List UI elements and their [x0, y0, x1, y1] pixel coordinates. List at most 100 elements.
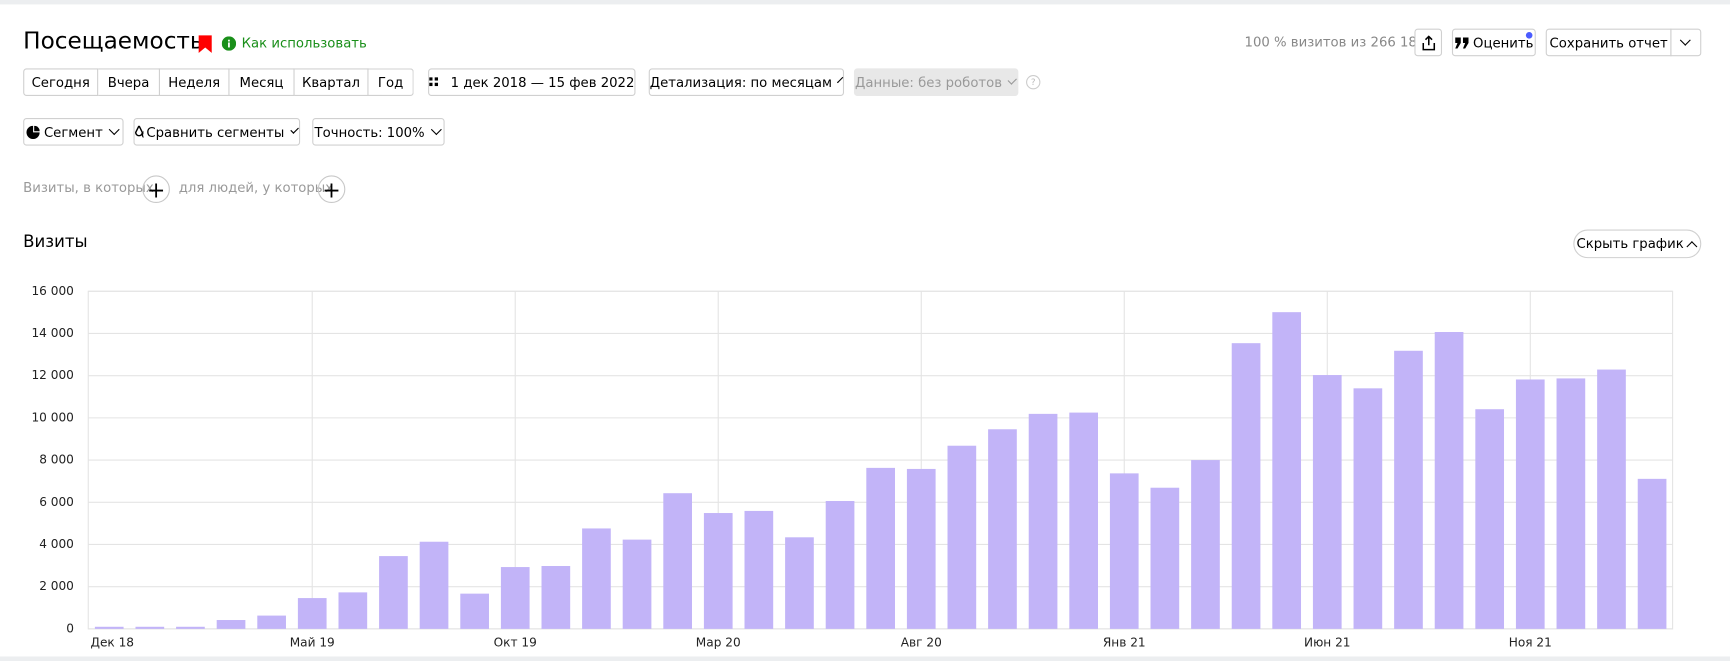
- data-filter-button: Данные: без роботов: [853, 68, 1019, 96]
- rate-label: Оценить: [1473, 34, 1534, 51]
- bar: [906, 468, 936, 629]
- chevron: [1007, 75, 1017, 85]
- bar: [582, 528, 611, 629]
- rate-button[interactable]: Оценить: [1451, 28, 1536, 57]
- y-tick-label: 2 000: [39, 579, 74, 593]
- bar: [1028, 413, 1058, 629]
- bar: [460, 593, 489, 629]
- notification-dot: [1525, 31, 1533, 39]
- data-filter-label: Данные: без роботов: [855, 74, 1003, 90]
- bar: [216, 620, 246, 629]
- bar: [785, 537, 814, 629]
- bar: [1069, 412, 1099, 629]
- bar: [622, 539, 652, 629]
- share-icon: [1421, 34, 1435, 50]
- bar: [500, 567, 530, 629]
- x-tick-label: Янв 21: [1103, 636, 1146, 650]
- segment-label: Сегмент: [43, 124, 103, 140]
- compare-icon: [134, 125, 144, 138]
- chevron: [289, 125, 299, 135]
- bar: [1272, 312, 1302, 629]
- x-tick-label: Окт 19: [494, 636, 537, 650]
- calendar-icon: [429, 76, 441, 86]
- y-tick-label: 10 000: [31, 410, 73, 424]
- y-tick-label: 4 000: [39, 537, 74, 551]
- period-button[interactable]: Квартал: [294, 68, 369, 96]
- chevron: [837, 76, 844, 84]
- bar: [419, 541, 449, 629]
- bar: [1637, 478, 1667, 629]
- bar: [947, 445, 977, 629]
- visits-filter-label: Визиты, в которых: [23, 179, 154, 196]
- share-button[interactable]: [1414, 28, 1443, 57]
- pie-icon: [26, 125, 40, 139]
- x-tick-label: Авг 20: [901, 636, 942, 650]
- x-tick-label: Мар 20: [696, 636, 741, 650]
- bar: [541, 566, 571, 629]
- period-button[interactable]: Неделя: [159, 68, 230, 96]
- page-title: Посещаемость: [23, 27, 204, 55]
- bar: [1150, 487, 1180, 629]
- y-tick-label: 14 000: [31, 326, 73, 340]
- bar: [1231, 343, 1261, 629]
- add-people-filter[interactable]: +: [317, 175, 346, 204]
- detail-button[interactable]: Детализация: по месяцам: [648, 68, 845, 96]
- help-link[interactable]: Как использовать: [241, 35, 367, 51]
- bar: [1556, 378, 1586, 629]
- period-button[interactable]: Год: [368, 68, 414, 96]
- bar: [744, 510, 774, 629]
- bar: [338, 592, 368, 629]
- help-icon[interactable]: ?: [1026, 75, 1041, 90]
- bar: [257, 615, 286, 629]
- bar: [1434, 331, 1464, 629]
- bar: [1109, 473, 1139, 629]
- add-visits-filter[interactable]: +: [142, 175, 170, 204]
- compare-label: Сравнить сегменты: [146, 124, 285, 140]
- hide-chart-label: Скрыть график: [1576, 236, 1684, 252]
- chevron: [1679, 34, 1691, 46]
- save-button[interactable]: Сохранить отчет: [1545, 28, 1672, 57]
- compare-button[interactable]: Сравнить сегменты: [133, 118, 301, 146]
- date-range-button[interactable]: 1 дек 2018 — 15 фев 2022: [428, 68, 636, 96]
- y-tick-label: 6 000: [39, 495, 74, 509]
- period-button[interactable]: Вчера: [98, 68, 160, 96]
- period-button[interactable]: Месяц: [229, 68, 295, 96]
- chevron: [430, 124, 442, 136]
- bar: [1597, 369, 1626, 629]
- bar: [1394, 350, 1423, 629]
- chevron: [1686, 240, 1698, 252]
- chart: 0 2 000 4 000 6 000 8 000 10 000 12 000 14 000 1…: [31, 284, 1674, 650]
- segment-button[interactable]: Сегмент: [23, 118, 124, 146]
- period-button[interactable]: Сегодня: [23, 68, 99, 96]
- bar: [988, 429, 1017, 629]
- bar: [703, 513, 733, 629]
- x-tick-label: Июн 21: [1304, 636, 1351, 650]
- y-tick-label: 12 000: [31, 368, 73, 382]
- bar: [379, 556, 408, 629]
- bookmark-icon[interactable]: [198, 35, 212, 53]
- y-tick-label: 8 000: [39, 453, 74, 467]
- bar: [866, 467, 895, 629]
- bar: [176, 626, 205, 629]
- save-menu-button[interactable]: [1670, 28, 1702, 57]
- x-tick-label: Дек 18: [90, 636, 134, 650]
- bar: [1312, 375, 1342, 629]
- rate-icon: [1455, 36, 1469, 48]
- detail-label: Детализация: по месяцам: [649, 74, 832, 90]
- bar: [825, 501, 855, 629]
- hide-chart-button[interactable]: Скрыть график: [1573, 229, 1702, 259]
- people-filter-label: для людей, у которых: [178, 179, 334, 196]
- bar: [1191, 460, 1220, 629]
- bar: [135, 626, 165, 629]
- accuracy-label: Точность: 100%: [314, 124, 425, 140]
- y-tick-label: 0: [66, 621, 74, 635]
- accuracy-button[interactable]: Точность: 100%: [312, 118, 445, 146]
- date-range: 1 дек 2018 — 15 фев 2022: [450, 74, 635, 90]
- bar: [94, 626, 124, 629]
- bar: [1475, 409, 1505, 629]
- bar: [1515, 379, 1545, 629]
- chevron: [108, 124, 120, 136]
- info-icon: [221, 36, 237, 51]
